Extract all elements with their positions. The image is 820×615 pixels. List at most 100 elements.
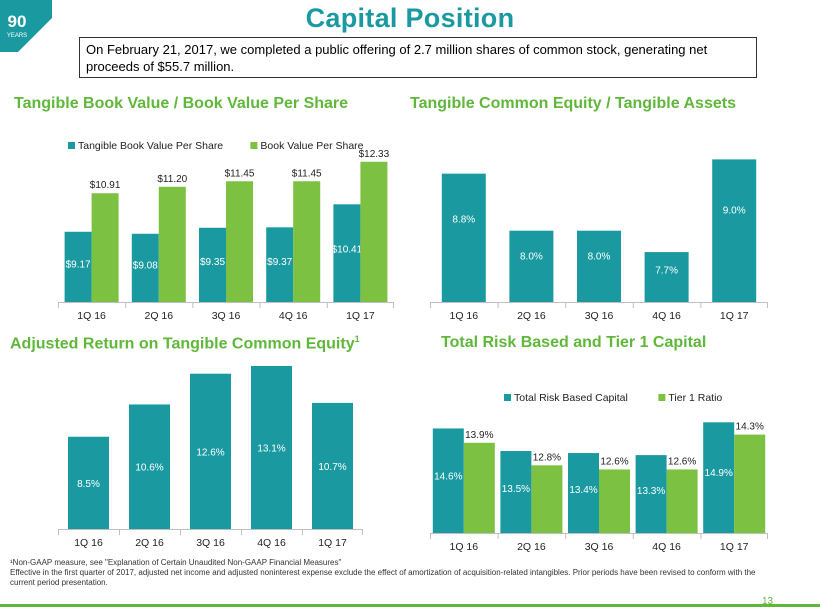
data-label: $10.91 [90,180,121,191]
chart-title-rotce: Adjusted Return on Tangible Common Equit… [10,334,360,353]
chart-tce-ratio: 8.8% 1Q 16 8.0% 2Q 16 8.0% 3Q 16 7.7% 4Q 16 9.0%… [430,159,768,322]
bar-secondary [360,161,388,302]
legend-swatch-1 [250,142,258,149]
chart-title-tbv: Tangible Book Value / Book Value Per Sha… [14,95,349,112]
data-label: $12.33 [359,149,390,160]
bar-primary [432,428,464,533]
data-label: $9.17 [66,259,91,270]
bar-primary [644,252,689,302]
legend-label-0: Total Risk Based Capital [514,392,628,404]
category-label: 2Q 16 [135,537,164,549]
data-label: 8.0% [520,252,543,263]
legend-swatch-0 [68,142,75,149]
category-label: 1Q 16 [449,310,478,322]
bar-secondary [531,465,563,533]
bar-primary [68,436,109,529]
bar-primary [712,159,757,302]
bar-secondary [293,181,321,302]
data-label: 12.8% [533,452,561,463]
category-label: 2Q 16 [144,310,173,322]
category-label: 2Q 16 [517,541,546,553]
data-label: 7.7% [655,266,678,277]
data-label: 12.6% [668,456,696,467]
category-label: 3Q 16 [212,310,241,322]
bar-primary [703,422,735,533]
legend-swatch-1 [658,394,666,401]
category-label: 2Q 16 [517,310,546,322]
category-label: 3Q 16 [585,541,614,553]
data-label: $11.45 [225,168,255,179]
bar-secondary [666,469,698,533]
bar-primary [568,453,599,533]
data-label: $9.37 [267,257,292,268]
category-label: 4Q 16 [279,310,308,322]
category-label: 1Q 17 [346,310,375,322]
category-label: 1Q 16 [449,541,478,553]
bar-primary [131,233,159,302]
bar-primary [129,404,170,529]
bar-primary [577,230,621,302]
footnote-line-2: Effective in the first quarter of 2017, … [10,568,756,587]
page-title: Capital Position [305,3,515,33]
bar-primary [266,227,294,302]
data-label: 12.6% [600,456,628,467]
data-label: 8.0% [588,252,611,263]
bar-primary [64,231,92,302]
bar-primary [251,366,292,529]
chart-capital-ratios: Total Risk Based Capital Tier 1 Ratio 14.6… [430,392,768,553]
category-label: 1Q 16 [74,537,103,549]
category-label: 3Q 16 [196,537,225,549]
category-label: 4Q 16 [652,541,681,553]
data-label: 9.0% [723,205,746,216]
bar-secondary [158,186,186,302]
data-label: $9.08 [133,260,158,271]
bar-primary [500,451,532,533]
category-label: 4Q 16 [257,537,286,549]
bar-primary [509,230,554,302]
category-label: 1Q 17 [318,537,347,549]
bar-primary [312,402,353,529]
chart-title-rotce-footnote-mark: 1 [354,334,360,344]
bar-secondary [226,181,253,302]
data-label: 14.9% [705,468,733,479]
data-label: 10.7% [318,462,346,473]
page-number: 13 [762,596,774,607]
footer-rule [0,604,820,607]
data-label: 14.6% [434,471,462,482]
data-label: 8.5% [77,479,100,490]
category-label: 3Q 16 [585,310,614,322]
category-label: 1Q 16 [77,310,106,322]
data-label: 13.1% [257,444,285,455]
data-label: $10.41 [332,244,363,255]
bar-secondary [91,193,119,302]
bar-primary [635,455,667,533]
offering-callout: On February 21, 2017, we completed a pub… [79,37,757,78]
logo: 90 YEARS [0,0,52,52]
data-label: $9.35 [200,257,225,268]
bar-secondary [734,434,766,533]
category-label: 1Q 17 [720,541,749,553]
bar-secondary [599,469,630,533]
chart-book-value: Tangible Book Value Per Share Book Value … [58,140,394,322]
bar-primary [199,227,226,302]
category-label: 1Q 17 [720,310,749,322]
bar-primary [441,173,486,302]
chart-title-tce: Tangible Common Equity / Tangible Assets [410,95,736,112]
chart-title-rotce-text: Adjusted Return on Tangible Common Equit… [10,335,355,353]
data-label: 10.6% [135,463,163,474]
logo-text: YEARS [7,33,27,39]
data-label: $11.45 [292,168,322,179]
footnote-line-1: ¹Non-GAAP measure, see "Explanation of C… [10,558,342,567]
data-label: 8.8% [452,215,475,226]
legend-label-0: Tangible Book Value Per Share [78,140,223,152]
chart-title-capital: Total Risk Based and Tier 1 Capital [441,334,707,351]
bar-primary [333,204,361,302]
logo-badge [0,0,52,52]
data-label: 12.6% [196,447,224,458]
data-label: 13.9% [465,430,493,441]
data-label: $11.20 [157,174,187,185]
bar-primary [190,373,231,529]
legend-swatch-0 [504,394,511,401]
logo-number: 90 [8,12,27,31]
category-label: 4Q 16 [652,310,681,322]
